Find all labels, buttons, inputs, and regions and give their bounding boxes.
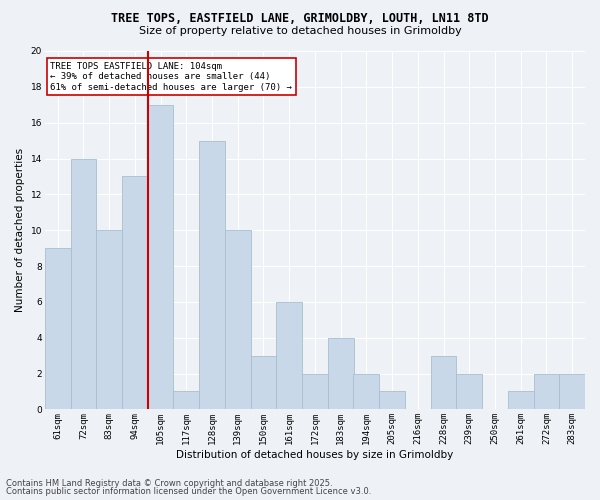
Bar	[71, 158, 96, 410]
Text: Contains HM Land Registry data © Crown copyright and database right 2025.: Contains HM Land Registry data © Crown c…	[6, 478, 332, 488]
Text: Contains public sector information licensed under the Open Government Licence v3: Contains public sector information licen…	[6, 487, 371, 496]
Bar	[96, 230, 122, 410]
Bar	[353, 374, 379, 410]
Bar	[302, 374, 328, 410]
Bar	[328, 338, 353, 409]
Bar	[122, 176, 148, 410]
Bar	[277, 302, 302, 410]
Y-axis label: Number of detached properties: Number of detached properties	[15, 148, 25, 312]
Text: TREE TOPS EASTFIELD LANE: 104sqm
← 39% of detached houses are smaller (44)
61% o: TREE TOPS EASTFIELD LANE: 104sqm ← 39% o…	[50, 62, 292, 92]
Bar	[251, 356, 277, 410]
Bar	[379, 392, 405, 409]
Bar	[173, 392, 199, 409]
Text: Size of property relative to detached houses in Grimoldby: Size of property relative to detached ho…	[139, 26, 461, 36]
Text: TREE TOPS, EASTFIELD LANE, GRIMOLDBY, LOUTH, LN11 8TD: TREE TOPS, EASTFIELD LANE, GRIMOLDBY, LO…	[111, 12, 489, 26]
Bar	[559, 374, 585, 410]
Bar	[431, 356, 457, 410]
Bar	[199, 140, 225, 409]
Bar	[508, 392, 533, 409]
Bar	[225, 230, 251, 410]
Bar	[457, 374, 482, 410]
X-axis label: Distribution of detached houses by size in Grimoldby: Distribution of detached houses by size …	[176, 450, 454, 460]
Bar	[533, 374, 559, 410]
Bar	[148, 105, 173, 410]
Bar	[45, 248, 71, 410]
